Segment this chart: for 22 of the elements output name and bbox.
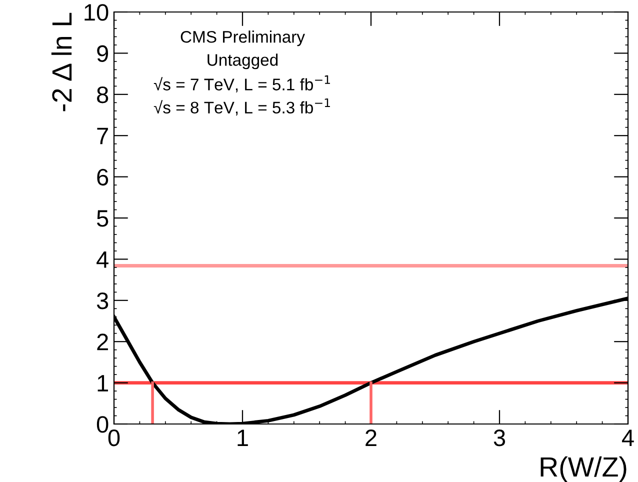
- annotation: Untagged: [208, 54, 278, 70]
- x-tick-label: 2: [366, 429, 376, 446]
- y-tick-label: 2: [97, 334, 108, 350]
- x-tick-label: 0: [108, 429, 120, 446]
- annotation: CMS Preliminary: [180, 30, 305, 46]
- x-axis-title: R(W/Z): [540, 456, 626, 482]
- y-tick-label: 10: [84, 4, 108, 21]
- y-tick-label: 1: [98, 375, 108, 392]
- y-tick-label: 8: [97, 86, 108, 104]
- x-tick-label: 1: [238, 430, 248, 446]
- y-tick-label: 6: [97, 168, 108, 186]
- y-tick-label: 7: [97, 128, 108, 144]
- y-tick-label: 0: [96, 416, 108, 433]
- y-axis-title: -2 Δ ln L: [51, 12, 72, 112]
- annotation: √s = 7 TeV, L = 5.1 fb$^{−1}$: [154, 75, 330, 92]
- y-tick-label: 5: [96, 210, 108, 227]
- y-tick-label: 4: [96, 252, 108, 268]
- y-tick-label: 3: [96, 292, 108, 310]
- x-tick-label: 4: [622, 430, 634, 446]
- x-tick-label: 3: [494, 429, 506, 446]
- annotation: √s = 8 TeV, L = 5.3 fb$^{−1}$: [154, 98, 330, 116]
- y-tick-label: 9: [97, 45, 108, 62]
